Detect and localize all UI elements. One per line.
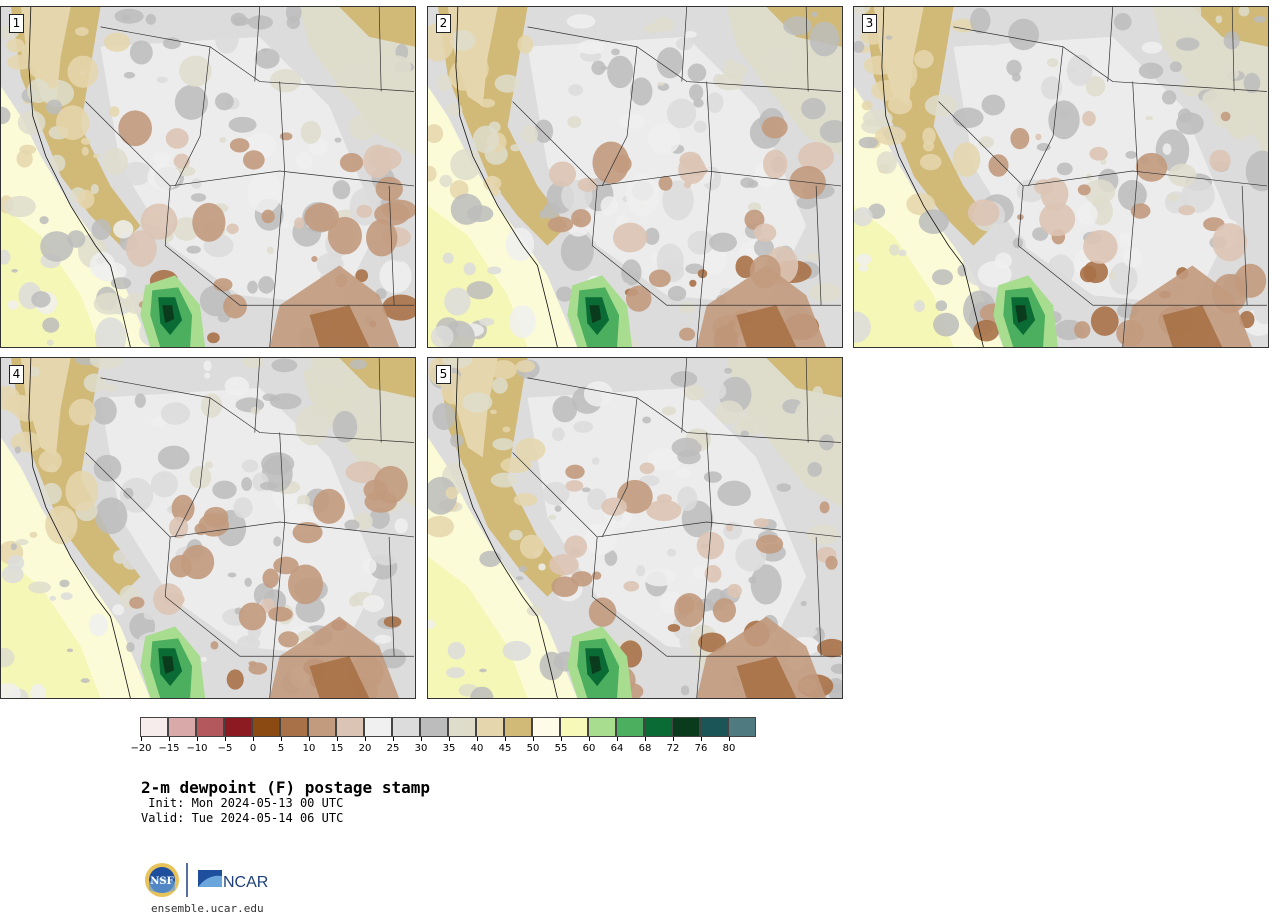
dewpoint-map [854,7,1268,347]
nsf-logo: NSF [145,863,179,897]
colorbar-tick-label: 68 [638,743,652,754]
colorbar-swatch [448,717,476,737]
colorbar-swatch [476,717,504,737]
colorbar-tickmark [701,737,702,741]
colorbar-swatch [168,717,196,737]
colorbar-tickmark [729,737,730,741]
colorbar-tick-label: 10 [302,743,316,754]
colorbar-tickmark [421,737,422,741]
colorbar-swatch [364,717,392,737]
colorbar-tickmark [589,737,590,741]
colorbar-tick-label: 20 [358,743,372,754]
colorbar-swatch [252,717,280,737]
colorbar-tick-label: 30 [414,743,428,754]
colorbar-tickmark [309,737,310,741]
colorbar-tickmark [645,737,646,741]
site-url: ensemble.ucar.edu [151,902,264,915]
colorbar-tickmark [533,737,534,741]
colorbar-tickmark [197,737,198,741]
colorbar-tick-label: 72 [666,743,680,754]
colorbar-swatch [196,717,224,737]
colorbar-swatch [672,717,700,737]
colorbar-tick-label: 64 [610,743,624,754]
init-time: Init: Mon 2024-05-13 00 UTC [141,796,344,810]
colorbar-swatch [700,717,728,737]
colorbar-tickmark [673,737,674,741]
map-panel-4: 4 [0,357,416,699]
colorbar-tickmark [337,737,338,741]
map-panel-3: 3 [853,6,1269,348]
colorbar-tickmark [169,737,170,741]
dewpoint-map [428,7,842,347]
colorbar-swatch [644,717,672,737]
colorbar-tick-label: 55 [554,743,568,754]
ncar-logo: NCAR [198,870,268,891]
dewpoint-map [1,358,415,698]
map-panel-2: 2 [427,6,843,348]
nsf-logo-text: NSF [150,876,173,887]
dewpoint-map [428,358,842,698]
colorbar-swatch [728,717,756,737]
panel-label: 1 [9,14,24,33]
colorbar-tick-label: 76 [694,743,708,754]
colorbar-swatch [616,717,644,737]
colorbar-tickmark [253,737,254,741]
colorbar-swatch [336,717,364,737]
colorbar-tick-label: 80 [722,743,736,754]
colorbar-swatch [588,717,616,737]
ncar-logo-text: NCAR [223,874,268,891]
colorbar-tickmark [449,737,450,741]
logos: NSF NCAR [144,860,274,900]
valid-time: Valid: Tue 2024-05-14 06 UTC [141,811,344,825]
colorbar-tick-label: −15 [158,743,180,754]
colorbar-tickmark [561,737,562,741]
colorbar-tickmark [505,737,506,741]
colorbar-swatch [308,717,336,737]
panel-label: 4 [9,365,24,384]
colorbar-tick-label: 40 [470,743,484,754]
map-panel-5: 5 [427,357,843,699]
colorbar-tick-label: −5 [217,743,233,754]
colorbar-tick-label: 35 [442,743,456,754]
colorbar-swatch [504,717,532,737]
colorbar-swatch [420,717,448,737]
colorbar-tickmark [141,737,142,741]
colorbar-tick-label: 25 [386,743,400,754]
colorbar-tick-label: 15 [330,743,344,754]
colorbar-tickmark [365,737,366,741]
colorbar-swatch [280,717,308,737]
panel-label: 2 [436,14,451,33]
colorbar-tick-label: 0 [249,743,257,754]
colorbar-tick-label: 60 [582,743,596,754]
dewpoint-map [1,7,415,347]
colorbar-tickmark [617,737,618,741]
panel-label: 3 [862,14,877,33]
panel-label: 5 [436,365,451,384]
colorbar-tickmark [477,737,478,741]
colorbar-swatch [224,717,252,737]
colorbar-tickmark [281,737,282,741]
colorbar-tick-label: 50 [526,743,540,754]
colorbar-tick-label: −20 [130,743,152,754]
colorbar-swatch [532,717,560,737]
colorbar-swatch [560,717,588,737]
map-panel-1: 1 [0,6,416,348]
colorbar-swatch [140,717,168,737]
colorbar-swatch [392,717,420,737]
colorbar-tickmark [393,737,394,741]
colorbar-tickmark [225,737,226,741]
colorbar-tick-label: 45 [498,743,512,754]
colorbar-tick-label: −10 [186,743,208,754]
colorbar-tick-label: 5 [277,743,285,754]
figure-title: 2-m dewpoint (F) postage stamp [141,778,430,797]
